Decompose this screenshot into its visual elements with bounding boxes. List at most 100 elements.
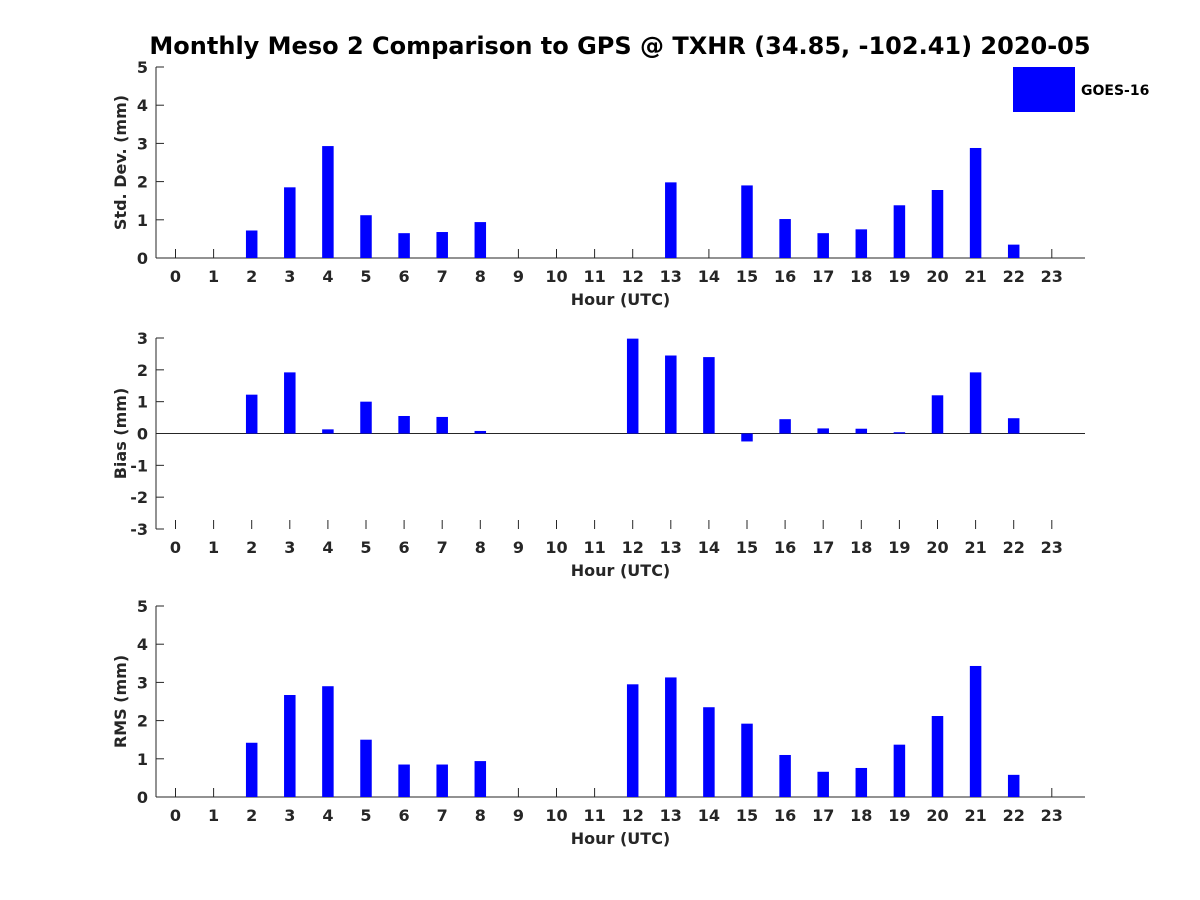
bar [741,433,753,442]
legend-swatch [1013,67,1075,112]
bar [284,695,296,797]
x-tick-label: 4 [322,538,333,557]
x-tick-label: 12 [622,267,644,286]
x-tick-label: 19 [888,806,910,825]
x-tick-label: 7 [437,806,448,825]
x-tick-label: 17 [812,806,834,825]
bar [931,395,944,434]
x-tick-label: 20 [926,538,948,557]
y-tick-label: -2 [130,488,148,507]
bar [703,357,715,434]
bar [665,182,677,258]
x-tick-label: 16 [774,267,796,286]
y-tick-label: -3 [130,520,148,539]
x-tick-label: 19 [888,538,910,557]
y-tick-label: 2 [137,173,148,192]
x-tick-label: 15 [736,267,758,286]
x-tick-label: 12 [622,806,644,825]
bar [474,430,487,434]
x-tick-label: 10 [545,806,567,825]
x-tick-label: 17 [812,538,834,557]
x-tick-label: 14 [698,538,720,557]
x-tick-label: 1 [208,538,219,557]
x-tick-label: 22 [1003,806,1025,825]
x-tick-label: 10 [545,267,567,286]
bar [855,428,868,434]
bar [245,230,258,258]
bar [245,742,258,797]
y-tick-label: 3 [137,673,148,692]
legend-label: GOES-16 [1081,83,1149,99]
bar [360,739,372,797]
x-tick-label: 7 [437,538,448,557]
y-tick-label: 5 [137,58,148,77]
x-tick-label: 23 [1041,267,1063,286]
bar [398,764,410,797]
bar [893,205,906,258]
bar [626,338,639,434]
x-tick-label: 13 [660,806,682,825]
x-tick-label: 11 [583,267,605,286]
bar [436,764,448,797]
bar [245,394,258,434]
x-tick-label: 18 [850,538,872,557]
x-tick-label: 5 [360,538,371,557]
bar [969,665,982,797]
x-tick-label: 13 [660,538,682,557]
x-axis-label: Hour (UTC) [571,561,671,580]
x-tick-label: 13 [660,267,682,286]
x-tick-label: 0 [170,538,181,557]
x-tick-label: 7 [437,267,448,286]
y-tick-label: 2 [137,712,148,731]
bar [284,372,296,434]
y-tick-label: 5 [137,597,148,616]
y-tick-label: 1 [137,750,148,769]
x-tick-label: 21 [964,538,986,557]
bar [817,771,829,797]
x-tick-label: 14 [698,267,720,286]
x-tick-label: 0 [170,267,181,286]
bar [398,233,410,258]
bar [741,185,753,258]
y-tick-label: 4 [137,96,148,115]
y-tick-label: 3 [137,134,148,153]
bar [1007,418,1020,434]
x-tick-label: 8 [475,267,486,286]
y-tick-label: 3 [137,329,148,348]
bar [665,355,677,434]
x-tick-label: 19 [888,267,910,286]
bar [969,372,982,434]
bar [931,190,944,258]
chart-title: Monthly Meso 2 Comparison to GPS @ TXHR … [149,32,1090,60]
bar [360,215,372,258]
bar [474,222,487,258]
y-tick-label: 0 [137,788,148,807]
y-tick-label: 0 [137,425,148,444]
y-tick-label: 2 [137,361,148,380]
x-tick-label: 20 [926,267,948,286]
bar [779,754,791,797]
x-tick-label: 9 [513,538,524,557]
y-tick-label: 1 [137,393,148,412]
y-axis-label: Bias (mm) [111,388,130,480]
x-tick-label: 9 [513,806,524,825]
y-axis-label: Std. Dev. (mm) [111,95,130,230]
bar [969,147,982,258]
x-tick-label: 16 [774,538,796,557]
x-tick-label: 16 [774,806,796,825]
y-tick-label: 0 [137,249,148,268]
x-tick-label: 15 [736,806,758,825]
x-tick-label: 5 [360,267,371,286]
bar [436,416,448,434]
x-tick-label: 22 [1003,267,1025,286]
bar [855,229,868,258]
x-tick-label: 11 [583,806,605,825]
x-tick-label: 18 [850,267,872,286]
bar [931,716,944,797]
bar [779,219,791,258]
x-tick-label: 1 [208,267,219,286]
bar [741,723,753,797]
x-tick-label: 1 [208,806,219,825]
